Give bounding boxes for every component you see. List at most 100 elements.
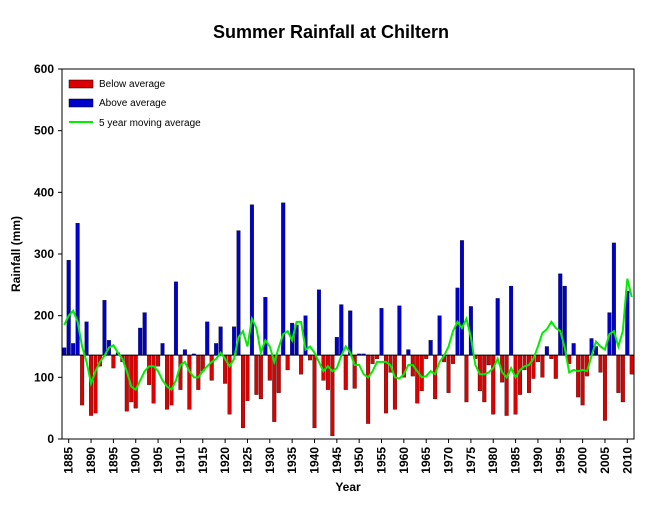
x-tick-label-1885: 1885 [62, 447, 76, 474]
bar-below-1895 [111, 354, 116, 369]
legend-label-below: Below average [99, 79, 166, 90]
x-tick-label-2000: 2000 [576, 447, 590, 474]
bar-above-1941 [316, 289, 321, 356]
bar-below-1979 [486, 354, 491, 366]
bar-above-1919 [218, 326, 223, 356]
bar-below-1940 [312, 354, 317, 429]
x-tick-label-1895: 1895 [106, 447, 120, 474]
bar-below-2005 [602, 354, 607, 421]
bar-below-1934 [285, 354, 290, 371]
bar-above-1998 [571, 343, 576, 356]
bar-below-1954 [375, 354, 380, 359]
bar-above-1889 [84, 321, 89, 356]
x-tick-label-1915: 1915 [196, 447, 210, 474]
bar-below-1932 [276, 354, 281, 393]
x-tick-label-1930: 1930 [263, 447, 277, 474]
x-axis: 1885 1890 1895 1900 1905 1910 1915 1920 1925 1930… [62, 439, 634, 474]
bar-below-1903 [147, 354, 152, 385]
bar-below-1925 [245, 354, 250, 401]
bar-below-1905 [156, 354, 161, 367]
y-tick-label-500: 500 [34, 124, 54, 138]
bar-below-1965 [424, 354, 429, 359]
x-tick-label-2005: 2005 [598, 447, 612, 474]
y-tick-label-400: 400 [34, 185, 54, 199]
bar-below-1917 [209, 354, 214, 381]
chart-title: Summer Rainfall at Chiltern [213, 22, 449, 42]
bar-above-1906 [160, 343, 165, 356]
bar-below-1964 [419, 354, 424, 392]
bar-above-1961 [406, 349, 411, 356]
bar-below-1967 [433, 354, 438, 400]
bar-above-1901 [138, 327, 143, 356]
x-tick-label-1935: 1935 [285, 447, 299, 474]
bar-below-1983 [504, 354, 509, 416]
bar-below-1988 [527, 354, 531, 393]
bar-below-1952 [366, 354, 371, 424]
bar-above-1981 [495, 298, 500, 356]
bar-below-1990 [535, 354, 540, 363]
bar-below-1958 [392, 354, 397, 410]
bar-below-1974 [464, 354, 469, 403]
bar-above-1948 [348, 310, 353, 356]
bar-below-2004 [598, 354, 603, 373]
bar-below-1937 [299, 354, 304, 375]
x-tick-label-1965: 1965 [419, 447, 433, 474]
x-axis-title: Year [335, 480, 361, 494]
x-tick-label-1970: 1970 [442, 447, 456, 474]
x-tick-label-2010: 2010 [620, 447, 634, 474]
bar-above-1902 [142, 312, 147, 356]
x-tick-label-1945: 1945 [330, 447, 344, 474]
x-tick-label-1940: 1940 [307, 447, 321, 474]
legend-swatch-below [68, 79, 94, 89]
bar-above-1918 [214, 343, 219, 356]
x-tick-label-1960: 1960 [397, 447, 411, 474]
bar-below-1930 [267, 354, 272, 381]
x-tick-label-1955: 1955 [375, 447, 389, 474]
moving-average-line [63, 278, 633, 392]
bar-below-1904 [151, 354, 156, 404]
bar-above-1966 [428, 340, 433, 356]
bar-below-1943 [325, 354, 330, 390]
y-tick-label-0: 0 [47, 432, 54, 446]
bar-above-1887 [75, 223, 80, 356]
bar-below-1970 [446, 354, 451, 393]
bar-below-1891 [93, 354, 98, 414]
x-tick-label-1900: 1900 [129, 447, 143, 474]
legend: Below average Above average 5 year movin… [68, 79, 201, 129]
y-tick-label-600: 600 [34, 62, 54, 76]
bar-above-1886 [71, 343, 76, 356]
bar-below-2008 [616, 354, 621, 393]
bar-above-1968 [437, 315, 442, 356]
y-tick-label-100: 100 [34, 370, 54, 384]
bar-below-1991 [540, 354, 545, 378]
bar-above-1995 [558, 273, 563, 356]
bar-below-1993 [549, 354, 554, 359]
y-axis-title: Rainfall (mm) [9, 216, 23, 292]
bar-above-1916 [205, 321, 210, 356]
bar-below-1898 [124, 354, 129, 412]
plot-frame [61, 68, 635, 440]
bar-below-1944 [330, 354, 335, 437]
x-tick-label-1980: 1980 [486, 447, 500, 474]
bar-above-1909 [173, 281, 178, 356]
legend-label-moving-average: 5 year moving average [99, 118, 201, 129]
x-tick-label-1990: 1990 [531, 447, 545, 474]
bar-below-2011 [629, 354, 634, 375]
bar-below-1978 [482, 354, 487, 403]
bar-below-1927 [254, 354, 259, 395]
bar-below-1971 [451, 354, 455, 364]
bar-below-2009 [620, 354, 625, 403]
bar-below-1999 [576, 354, 581, 398]
x-tick-label-1975: 1975 [464, 447, 478, 474]
bar-below-1953 [370, 354, 375, 364]
bar-below-1994 [553, 354, 558, 379]
x-tick-label-1905: 1905 [151, 447, 165, 474]
bar-below-1914 [196, 354, 201, 390]
bar-below-1924 [240, 354, 245, 429]
bar-below-1985 [513, 354, 518, 415]
bar-below-1900 [133, 354, 138, 409]
bar-group [62, 202, 634, 437]
x-tick-label-1950: 1950 [352, 447, 366, 474]
y-axis: 0 100 200 300 400 500 600 [34, 62, 62, 446]
